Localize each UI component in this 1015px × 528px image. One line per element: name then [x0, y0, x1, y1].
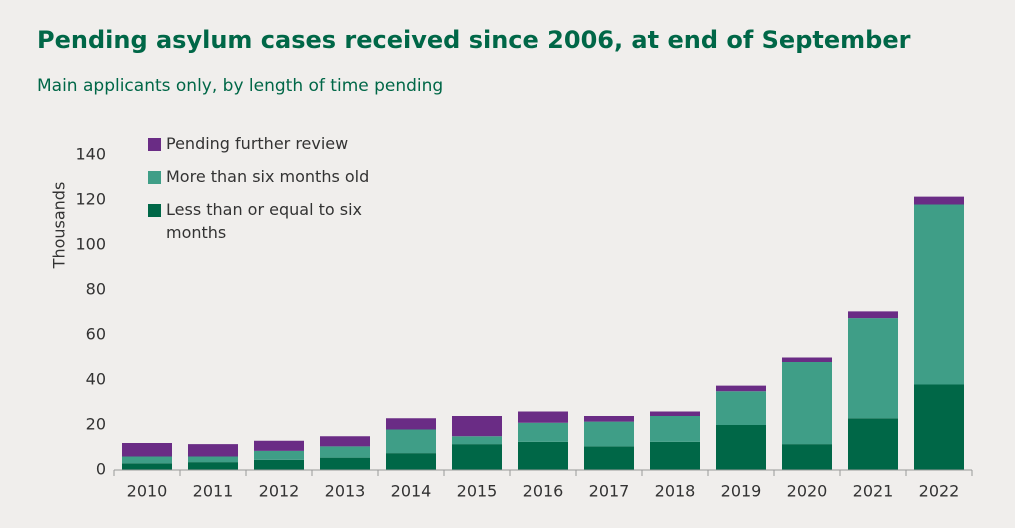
legend-swatch [148, 204, 161, 217]
bar-segment [518, 441, 568, 470]
x-tick-label: 2010 [127, 482, 168, 501]
bar-segment [650, 441, 700, 470]
bar-segment [716, 391, 766, 425]
y-tick-label: 20 [86, 415, 106, 434]
x-tick-label: 2012 [259, 482, 300, 501]
bar-segment [254, 440, 304, 451]
legend-item: More than six months old [148, 165, 418, 188]
x-tick-label: 2022 [919, 482, 960, 501]
y-tick-label: 140 [75, 145, 106, 164]
x-tick-label: 2014 [391, 482, 432, 501]
bar-segment [782, 444, 832, 470]
bar-segment [452, 436, 502, 445]
bar-segment [584, 421, 634, 447]
bar-segment [122, 463, 172, 470]
bar-segment [320, 436, 370, 447]
y-tick-label: 100 [75, 235, 106, 254]
bar-segment [782, 357, 832, 362]
bar-segment [848, 318, 898, 419]
bar-segment [584, 446, 634, 470]
x-tick-label: 2013 [325, 482, 366, 501]
y-tick-label: 80 [86, 280, 106, 299]
legend-item: Pending further review [148, 132, 418, 155]
bar-segment [188, 444, 238, 457]
x-tick-label: 2021 [853, 482, 894, 501]
bar-segment [188, 456, 238, 463]
legend-label: More than six months old [166, 167, 370, 186]
x-tick-label: 2018 [655, 482, 696, 501]
bar-segment [584, 416, 634, 422]
bar-segment [914, 196, 964, 205]
y-tick-label: 40 [86, 370, 106, 389]
bar-segment [716, 425, 766, 470]
bar-segment [914, 384, 964, 470]
y-tick-label: 0 [96, 460, 106, 479]
bar-segment [518, 411, 568, 423]
x-tick-label: 2020 [787, 482, 828, 501]
bar-segment [452, 416, 502, 437]
chart-subtitle: Main applicants only, by length of time … [37, 76, 444, 96]
bar-segment [386, 429, 436, 454]
bar-segment [122, 456, 172, 464]
bar-segment [716, 385, 766, 392]
bar-segment [848, 418, 898, 470]
x-tick-label: 2019 [721, 482, 762, 501]
legend-swatch [148, 138, 161, 151]
bar-segment [650, 411, 700, 416]
x-tick-label: 2015 [457, 482, 498, 501]
legend-label: Pending further review [166, 134, 349, 153]
bar-segment [320, 457, 370, 470]
y-tick-label: 120 [75, 190, 106, 209]
bar-segment [650, 416, 700, 442]
bar-segment [848, 311, 898, 319]
y-tick-label: 60 [86, 325, 106, 344]
legend-swatch [148, 171, 161, 184]
bar-segment [320, 446, 370, 458]
bar-segment [782, 362, 832, 445]
y-axis-label: Thousands [50, 182, 69, 270]
bar-segment [518, 422, 568, 442]
bar-segment [914, 204, 964, 385]
chart-title: Pending asylum cases received since 2006… [37, 26, 911, 54]
bar-segment [122, 443, 172, 457]
bar-segment [452, 444, 502, 470]
x-tick-label: 2017 [589, 482, 630, 501]
bar-segment [188, 462, 238, 470]
bar-segment [386, 453, 436, 470]
legend-label: Less than or equal to six months [166, 200, 363, 242]
legend-item: Less than or equal to six months [148, 198, 418, 244]
x-tick-label: 2016 [523, 482, 564, 501]
legend: Pending further review More than six mont… [148, 132, 418, 254]
bar-segment [254, 459, 304, 470]
bar-segment [386, 418, 436, 430]
bar-segment [254, 450, 304, 460]
x-tick-label: 2011 [193, 482, 234, 501]
